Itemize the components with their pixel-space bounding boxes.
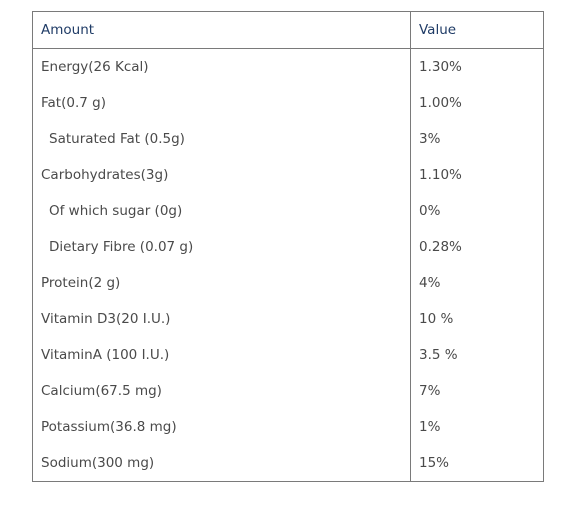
value-cell: 1.10%	[419, 167, 462, 183]
amount-cell: VitaminA (100 I.U.)	[32, 337, 411, 373]
value-cell: 7%	[419, 383, 441, 399]
amount-cell: Energy(26 Kcal)	[32, 48, 411, 85]
table-row: Protein(2 g) 4%	[32, 265, 544, 301]
column-header-value: Value	[410, 11, 544, 49]
table-row: Calcium(67.5 mg) 7%	[32, 373, 544, 409]
value-cell: 3%	[419, 131, 441, 147]
nutrition-table: Amount Value Energy(26 Kcal) 1.30% Fat(0…	[32, 11, 544, 482]
table-row: Saturated Fat (0.5g) 3%	[32, 121, 544, 157]
value-cell: 4%	[419, 275, 441, 291]
amount-cell: Vitamin D3(20 I.U.)	[32, 301, 411, 337]
amount-cell: Fat(0.7 g)	[32, 85, 411, 121]
value-cell: 0.28%	[419, 239, 462, 255]
table-row: Energy(26 Kcal) 1.30%	[32, 48, 544, 85]
table-row: Dietary Fibre (0.07 g) 0.28%	[32, 229, 544, 265]
value-cell: 0%	[419, 203, 441, 219]
value-cell: 1%	[419, 419, 441, 435]
amount-cell: Carbohydrates(3g)	[32, 157, 411, 193]
table-row: Fat(0.7 g) 1.00%	[32, 85, 544, 121]
table-row: Vitamin D3(20 I.U.) 10 %	[32, 301, 544, 337]
table-row: Of which sugar (0g) 0%	[32, 193, 544, 229]
amount-cell: Calcium(67.5 mg)	[32, 373, 411, 409]
table-row: Potassium(36.8 mg) 1%	[32, 409, 544, 445]
value-cell: 3.5 %	[419, 347, 458, 363]
table-row: VitaminA (100 I.U.) 3.5 %	[32, 337, 544, 373]
table-row: Sodium(300 mg) 15%	[32, 445, 544, 482]
value-cell: 10 %	[419, 311, 454, 327]
header-row: Amount Value	[32, 11, 544, 49]
table-body: Energy(26 Kcal) 1.30% Fat(0.7 g) 1.00% S…	[32, 48, 544, 482]
amount-cell: Protein(2 g)	[32, 265, 411, 301]
value-cell: 15%	[419, 455, 450, 471]
amount-cell: Dietary Fibre (0.07 g)	[32, 229, 411, 265]
table-row: Carbohydrates(3g) 1.10%	[32, 157, 544, 193]
table-header: Amount Value	[32, 11, 544, 49]
value-cell: 1.00%	[419, 95, 462, 111]
column-header-amount: Amount	[32, 11, 411, 49]
amount-cell: Of which sugar (0g)	[32, 193, 411, 229]
amount-cell: Sodium(300 mg)	[32, 445, 411, 482]
amount-cell: Potassium(36.8 mg)	[32, 409, 411, 445]
amount-cell: Saturated Fat (0.5g)	[32, 121, 411, 157]
value-cell: 1.30%	[419, 59, 462, 75]
